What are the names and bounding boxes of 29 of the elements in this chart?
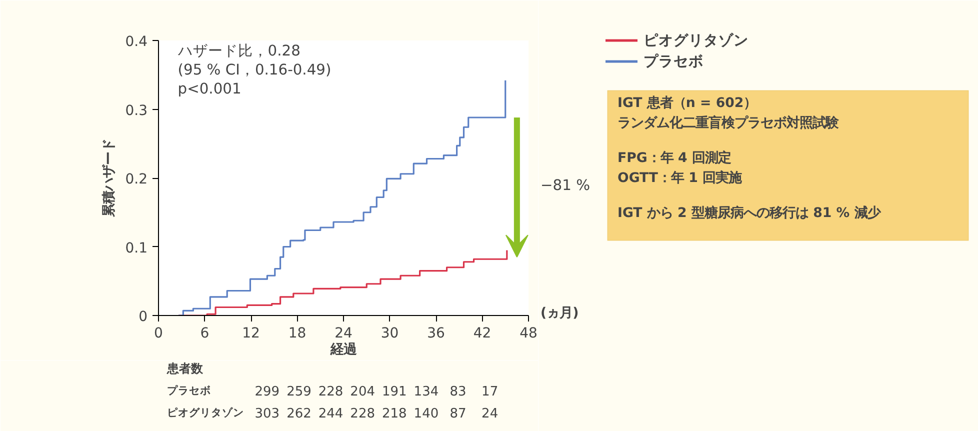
y-tick-label: 0.1 [125,240,148,256]
x-tick-label: 42 [473,326,492,342]
y-tick-label: 0.2 [125,172,148,188]
x-tick-label: 36 [427,326,445,342]
x-axis-title: 経過 [330,342,358,358]
text: ランダム化二重盲検プラセボ対照試験 [618,115,840,131]
text: IGT 患者（n = 602） [618,95,757,111]
x-tick-label: 6 [200,326,210,342]
legend-label: ピオグリタゾン [644,32,748,49]
x-tick-label: 24 [334,326,352,342]
x-tick-label: 18 [288,326,306,342]
text: 患者数 [166,362,204,376]
text: OGTT：年 1 回実施 [618,170,743,186]
text: −81 % [540,177,590,194]
annotation: ハザード比，0.28 (95 % CI，0.16-0.49) p<0.001 [176,42,332,98]
x-tick-label: 12 [242,326,260,342]
legend-label: プラセボ [644,53,704,70]
y-tick-label: 0.3 [125,102,148,119]
y-axis-title: 累積ハザード [102,139,118,218]
text: プラセボ 299 259 228 204 191 134 83 17 [166,384,498,400]
y-tick-label: 0.4 [125,34,148,50]
x-tick-label: 30 [380,326,399,342]
x-tick-label: 0 [154,326,163,342]
text: IGT から 2 型糖尿病への移行は 81 % 減少 [618,205,882,221]
text: (ヵ月) [540,306,579,321]
y-tick-label: 0 [138,309,148,325]
text: FPG：年 4 回測定 [618,150,731,166]
x-tick-label: 48 [520,326,538,342]
text: ピオグリタゾン 303 262 244 228 218 140 87 24 [166,406,498,422]
